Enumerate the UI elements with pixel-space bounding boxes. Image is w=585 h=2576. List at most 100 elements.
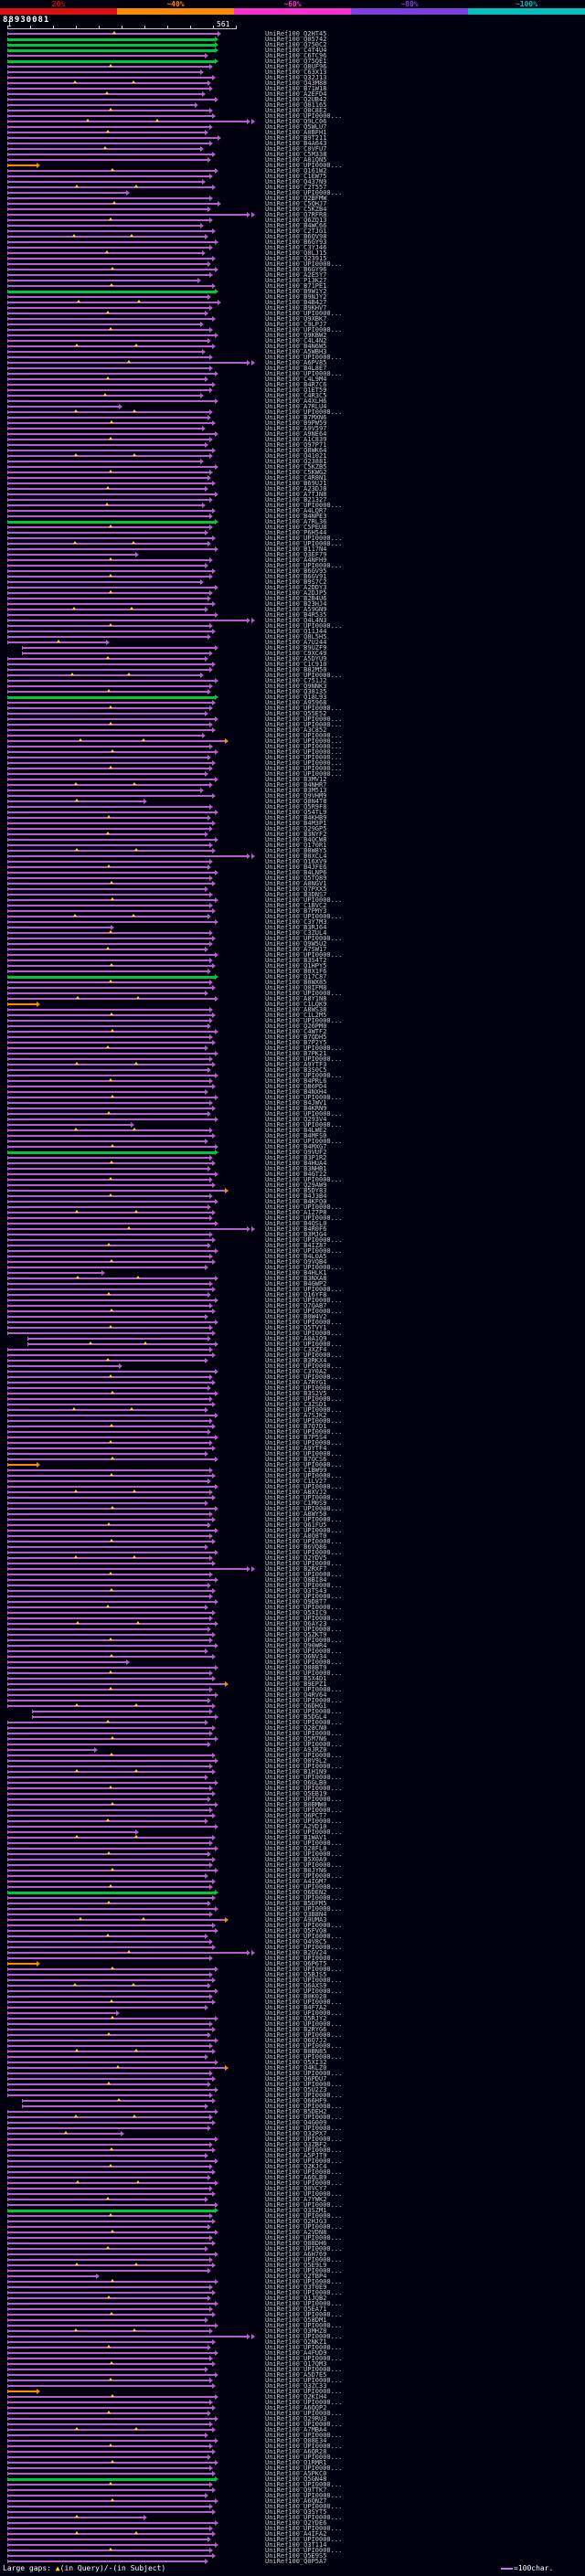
hit-label[interactable]: UniRef100_B0X1F6	[265, 968, 327, 975]
hit-label[interactable]: UniRef100_UPI0000...	[265, 1966, 343, 1973]
hit-label[interactable]: UniRef100_UPI0000...	[265, 2322, 343, 2329]
hit-bar[interactable]	[7, 1979, 213, 1981]
hit-label[interactable]: UniRef100_C5QHJ7	[265, 200, 327, 207]
hit-bar[interactable]	[7, 71, 200, 73]
hit-label[interactable]: UniRef100_B4F7A2	[265, 2004, 327, 2011]
hit-bar[interactable]	[7, 345, 213, 347]
hit-label[interactable]: UniRef100_B4KFQ0	[265, 1198, 327, 1205]
hit-label[interactable]: UniRef100_B6GV91	[265, 573, 327, 580]
hit-bar[interactable]	[7, 806, 210, 808]
hit-bar[interactable]	[7, 2040, 215, 2041]
hit-label[interactable]: UniRef100_UPI0000...	[265, 310, 343, 317]
hit-label[interactable]: UniRef100_UPI0000...	[265, 1861, 343, 1869]
hit-label[interactable]: UniRef100_UPI0000...	[265, 896, 343, 904]
hit-label[interactable]: UniRef100_UPI0000...	[265, 2031, 343, 2039]
hit-label[interactable]: UniRef100_A5DYU9	[265, 655, 327, 663]
hit-bar[interactable]	[7, 2522, 215, 2524]
hit-label[interactable]: UniRef100_B4R0F6	[265, 1225, 327, 1233]
hit-label[interactable]: UniRef100_B0W4V2	[265, 1313, 327, 1320]
hit-bar[interactable]	[7, 817, 207, 819]
hit-bar[interactable]	[7, 779, 215, 780]
hit-bar[interactable]	[7, 943, 210, 945]
hit-bar[interactable]	[7, 1031, 215, 1033]
hit-bar[interactable]	[7, 1552, 215, 1553]
hit-label[interactable]: UniRef100_B0W8Y5	[265, 847, 327, 854]
hit-label[interactable]: UniRef100_UPI0000...	[265, 1264, 343, 1271]
hit-label[interactable]: UniRef100_A7RL36	[265, 518, 327, 525]
hit-label[interactable]: UniRef100_A8Q8T0	[265, 1532, 327, 1540]
hit-bar[interactable]	[7, 1585, 207, 1586]
hit-bar[interactable]	[7, 362, 247, 364]
hit-bar[interactable]	[7, 1102, 210, 1104]
hit-bar[interactable]	[7, 2056, 205, 2058]
hit-label[interactable]: UniRef100_UPI0000...	[265, 2070, 343, 2077]
hit-label[interactable]: UniRef100_B4GWP2	[265, 1280, 327, 1288]
hit-bar[interactable]	[32, 1716, 215, 1718]
hit-label[interactable]: UniRef100_UPI0000...	[265, 2344, 343, 2351]
hit-label[interactable]: UniRef100_A9YTF4	[265, 1445, 327, 1452]
hit-bar[interactable]	[7, 1881, 213, 1882]
hit-bar[interactable]	[7, 2467, 210, 2469]
hit-bar[interactable]	[7, 1590, 213, 1592]
hit-label[interactable]: UniRef100_UPI0000...	[265, 1406, 343, 1414]
hit-label[interactable]: UniRef100_UPI0000...	[265, 1017, 343, 1024]
hit-bar[interactable]	[7, 2149, 213, 2151]
hit-bar[interactable]	[7, 1579, 215, 1581]
hit-label[interactable]: UniRef100_B9KHV7	[265, 304, 327, 312]
hit-label[interactable]: UniRef100_Q2HJG3	[265, 2218, 327, 2225]
hit-label[interactable]: UniRef100_Q0VCY7	[265, 2185, 327, 2192]
hit-label[interactable]: UniRef100_Q1RMR1	[265, 2459, 327, 2466]
hit-label[interactable]: UniRef100_Q8BI84	[265, 1576, 327, 1584]
hit-bar[interactable]	[7, 1223, 215, 1224]
hit-label[interactable]: UniRef100_C3ZUL4	[265, 929, 327, 937]
hit-label[interactable]: UniRef100_UPI0000...	[265, 1670, 343, 1677]
hit-bar[interactable]	[7, 680, 215, 682]
hit-label[interactable]: UniRef100_Q66HF9	[265, 2097, 327, 2104]
hit-label[interactable]: UniRef100_Q6AXS9	[265, 1982, 327, 1989]
hit-label[interactable]: UniRef100_A2E5Y7	[265, 271, 327, 279]
hit-label[interactable]: UniRef100_UPI0000...	[265, 1933, 343, 1940]
hit-bar[interactable]	[7, 236, 205, 238]
hit-label[interactable]: UniRef100_UPI0000...	[265, 1483, 343, 1490]
hit-label[interactable]: UniRef100_B9S7C2	[265, 578, 327, 586]
hit-bar[interactable]	[7, 2528, 210, 2529]
hit-label[interactable]: UniRef100_Q5EB19	[265, 1790, 327, 1797]
hit-bar[interactable]	[7, 1288, 213, 1290]
hit-bar[interactable]	[7, 1447, 213, 1449]
hit-label[interactable]: UniRef100_B6VQ86	[265, 1543, 327, 1551]
hit-bar[interactable]	[7, 1689, 210, 1691]
hit-label[interactable]: UniRef100_Q4L4N3	[265, 617, 327, 624]
hit-bar[interactable]	[7, 910, 213, 912]
hit-bar[interactable]	[7, 1075, 215, 1076]
hit-bar[interactable]	[7, 499, 210, 501]
hit-bar[interactable]	[7, 2237, 210, 2239]
hit-label[interactable]: UniRef100_B4L8E7	[265, 365, 327, 372]
hit-bar[interactable]	[7, 2380, 210, 2381]
hit-label[interactable]: UniRef100_A81QN5	[265, 156, 327, 164]
hit-bar[interactable]	[7, 2023, 210, 2025]
hit-bar[interactable]	[7, 1212, 213, 1214]
hit-bar[interactable]	[7, 1069, 207, 1071]
hit-label[interactable]: UniRef100_A5PJT9	[265, 2152, 327, 2159]
hit-bar[interactable]	[7, 987, 213, 989]
hit-bar[interactable]	[7, 1047, 205, 1049]
hit-label[interactable]: UniRef100_Q1JQB2	[265, 2295, 327, 2302]
hit-label[interactable]: UniRef100_UPI0000...	[265, 162, 343, 169]
hit-bar[interactable]	[7, 2072, 210, 2074]
hit-label[interactable]: UniRef100_A9JRZ0	[265, 1746, 327, 1754]
hit-bar[interactable]	[7, 2478, 215, 2481]
hit-label[interactable]: UniRef100_B3M513	[265, 787, 327, 794]
hit-bar[interactable]	[7, 2051, 213, 2052]
hit-bar[interactable]	[7, 1749, 94, 1751]
hit-label[interactable]: UniRef100_UPI0000...	[265, 189, 343, 196]
hit-label[interactable]: UniRef100_A23DJ8	[265, 485, 327, 493]
hit-label[interactable]: UniRef100_UPI0000...	[265, 1829, 343, 1836]
hit-bar[interactable]	[7, 1809, 210, 1811]
hit-label[interactable]: UniRef100_B4KRN9	[265, 1105, 327, 1112]
hit-label[interactable]: UniRef100_A8WY50	[265, 1511, 327, 1518]
hit-bar[interactable]	[7, 718, 215, 720]
hit-label[interactable]: UniRef100_C9XC49	[265, 650, 327, 657]
hit-label[interactable]: UniRef100_UPI0000...	[265, 1571, 343, 1578]
hit-bar[interactable]	[7, 2029, 213, 2030]
hit-label[interactable]: UniRef100_B71W18	[265, 85, 327, 92]
